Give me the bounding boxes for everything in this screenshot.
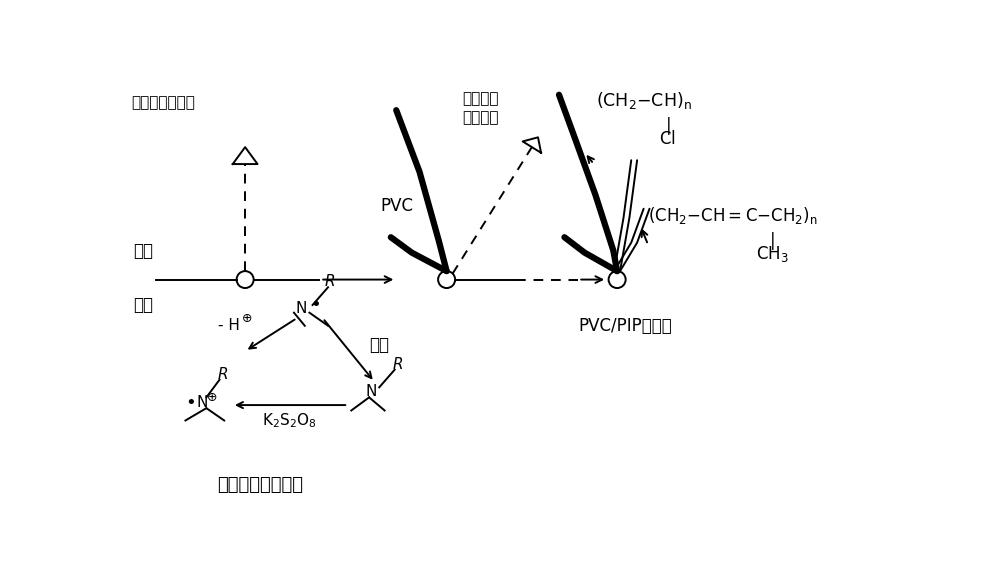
Text: 引发: 引发 [369,336,389,354]
Text: N: N [196,395,208,410]
Text: 氯乙烯一次聚合: 氯乙烯一次聚合 [131,95,195,110]
Text: 异戊二烯
二次聚合: 异戊二烯 二次聚合 [462,91,499,125]
Text: R: R [217,367,228,382]
Text: $|$: $|$ [769,230,775,252]
Text: •: • [310,296,321,314]
Text: $\mathsf{(CH_2{-}CH{=}C{-}CH_2)_n}$: $\mathsf{(CH_2{-}CH{=}C{-}CH_2)_n}$ [648,205,818,226]
Text: PVC/PIP共聚物: PVC/PIP共聚物 [578,317,672,335]
Text: 油相: 油相 [133,242,153,260]
Text: ⊕: ⊕ [242,312,253,325]
Text: $\mathsf{CH_3}$: $\mathsf{CH_3}$ [756,244,789,264]
Text: $\mathsf{(}$$\mathsf{CH_2}$$\mathsf{-CH)}$$\mathsf{_n}$: $\mathsf{(}$$\mathsf{CH_2}$$\mathsf{-CH)… [596,90,692,110]
Text: R: R [325,275,336,290]
Text: R: R [392,357,403,372]
Text: 水相: 水相 [133,296,153,314]
Text: $|$: $|$ [665,114,670,136]
Text: N: N [366,384,377,399]
Text: N: N [295,301,307,316]
Text: K$_2$S$_2$O$_8$: K$_2$S$_2$O$_8$ [262,411,317,430]
Text: •: • [186,394,196,412]
Text: 氧化还原引发反应: 氧化还原引发反应 [218,476,304,494]
Text: $\mathsf{Cl}$: $\mathsf{Cl}$ [659,129,676,147]
Text: - H: - H [218,318,240,334]
Text: PVC: PVC [381,198,414,216]
Text: ⊕: ⊕ [207,391,217,404]
